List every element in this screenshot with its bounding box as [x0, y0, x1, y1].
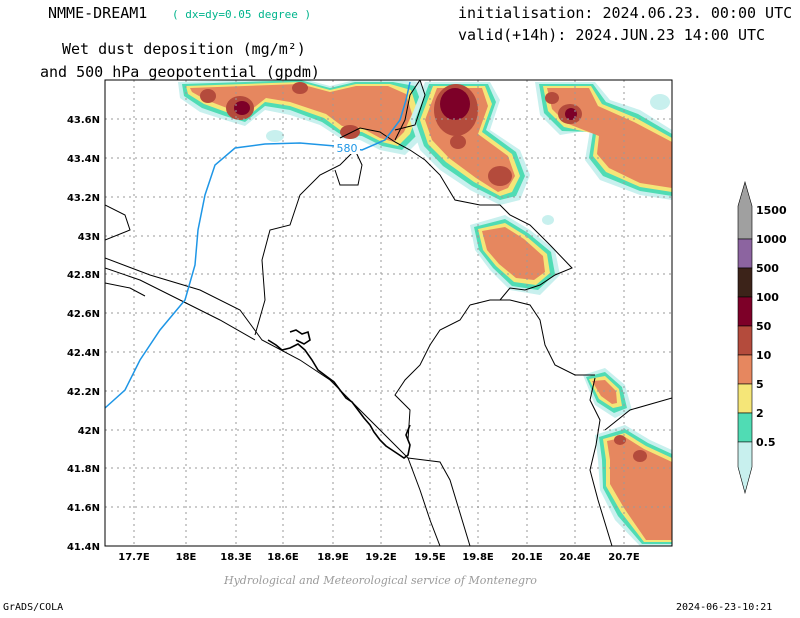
- colorbar-swatch: [737, 383, 753, 414]
- colorbar-swatch: [737, 238, 753, 269]
- lat-label: 43.6N: [67, 115, 100, 126]
- lat-label: 41.8N: [67, 464, 100, 475]
- colorbar-label: 0.5: [756, 436, 776, 449]
- colorbar-label: 500: [756, 262, 779, 275]
- colorbar-swatch: [737, 296, 753, 327]
- map-frame: [104, 79, 673, 547]
- colorbar-label: 1000: [756, 233, 787, 246]
- lon-label: 18.3E: [220, 552, 252, 563]
- coastline: [267, 329, 411, 459]
- lon-label: 18.6E: [267, 552, 299, 563]
- initialisation-time: initialisation: 2024.06.23. 00:00 UTC: [458, 4, 793, 22]
- credit-line: Hydrological and Meteorological service …: [224, 574, 537, 587]
- colorbar-swatch: [737, 441, 753, 495]
- colorbar-swatch: [737, 180, 753, 240]
- lat-label: 43.2N: [67, 193, 100, 204]
- lat-label: 43N: [78, 232, 100, 243]
- colorbar-label: 50: [756, 320, 772, 333]
- geopotential-contour-580: 580: [104, 81, 411, 409]
- field-title-line1: Wet dust deposition (mg/m²): [62, 40, 306, 58]
- plot-timestamp: 2024-06-23-10:21: [676, 602, 773, 613]
- lon-label: 18E: [176, 552, 197, 563]
- lat-label: 42.4N: [67, 348, 100, 359]
- field-title-line2: and 500 hPa geopotential (gpdm): [40, 63, 320, 81]
- lat-label: 41.4N: [67, 542, 100, 553]
- contour-label: 580: [337, 142, 358, 155]
- lat-label: 43.4N: [67, 154, 100, 165]
- colorbar-swatch: [737, 354, 753, 385]
- model-title: NMME-DREAM1: [48, 4, 148, 22]
- colorbar-label: 5: [756, 378, 764, 391]
- colorbar-swatch: [737, 325, 753, 356]
- latitude-axis: 43.6N 43.4N 43.2N 43N 42.8N 42.6N 42.4N …: [67, 115, 100, 553]
- lon-label: 18.9E: [317, 552, 349, 563]
- lat-label: 42.6N: [67, 309, 100, 320]
- lat-label: 42N: [78, 426, 100, 437]
- lon-label: 20.7E: [608, 552, 640, 563]
- valid-time: valid(+14h): 2024.JUN.23 14:00 UTC: [458, 26, 766, 44]
- colorbar-legend: 1500 1000 500 100 50 10 5 2 0.5: [737, 180, 787, 495]
- colorbar-label: 2: [756, 407, 764, 420]
- lon-label: 19.2E: [365, 552, 397, 563]
- lon-label: 20.4E: [559, 552, 591, 563]
- lon-label: 19.5E: [414, 552, 446, 563]
- model-resolution: ( dx=dy=0.05 degree ): [172, 8, 312, 21]
- map-grid: [105, 80, 672, 546]
- colorbar-label: 10: [756, 349, 772, 362]
- colorbar-swatch: [737, 412, 753, 443]
- lat-label: 42.2N: [67, 387, 100, 398]
- longitude-axis: 17.7E 18E 18.3E 18.6E 18.9E 19.2E 19.5E …: [118, 552, 640, 563]
- colorbar-label: 1500: [756, 204, 787, 217]
- lon-label: 19.8E: [462, 552, 494, 563]
- dust-deposition-field: [178, 80, 672, 546]
- lat-label: 42.8N: [67, 270, 100, 281]
- software-label: GrADS/COLA: [3, 602, 64, 613]
- country-borders: [105, 80, 672, 546]
- colorbar-swatch: [737, 267, 753, 298]
- lon-label: 20.1E: [511, 552, 543, 563]
- colorbar-label: 100: [756, 291, 779, 304]
- lat-label: 41.6N: [67, 503, 100, 514]
- lon-label: 17.7E: [118, 552, 150, 563]
